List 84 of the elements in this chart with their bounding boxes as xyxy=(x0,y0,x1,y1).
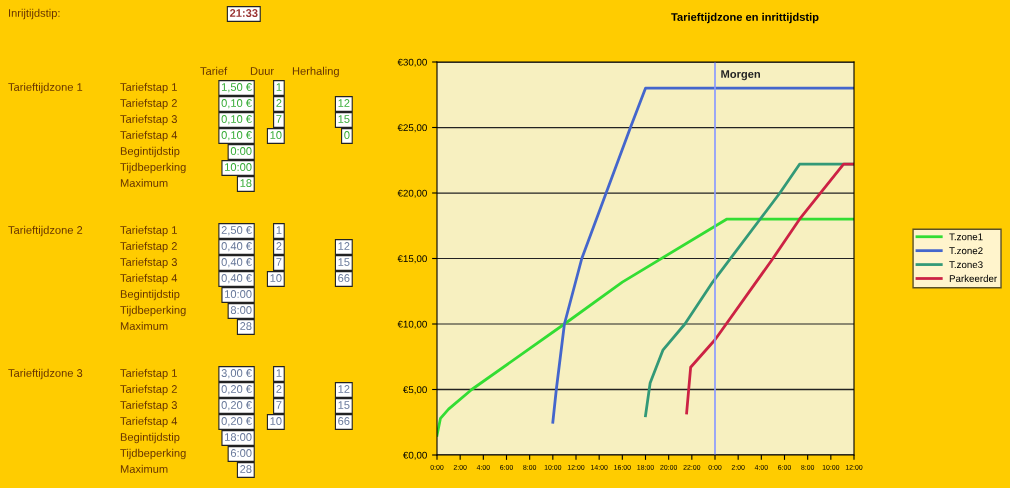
text: 2 xyxy=(276,99,282,107)
y-tick-label: €25,00 xyxy=(397,124,427,133)
text: 0,10 € xyxy=(221,131,252,141)
y-tick-label: €10,00 xyxy=(397,320,427,329)
text: Tariefstap 4 xyxy=(120,416,178,428)
legend-label: T.zone2 xyxy=(949,247,983,255)
chart-title: Tarieftijdzone en inrittijdstip xyxy=(671,12,819,24)
text: Tariefstap 1 xyxy=(120,82,177,94)
y-tick-label: €0,00 xyxy=(403,451,427,460)
text: Tariefstap 4 xyxy=(120,130,178,142)
text: Inrijtijdstip: xyxy=(9,8,60,20)
ref-line-label: Morgen xyxy=(721,70,760,81)
text: 12 xyxy=(338,242,350,250)
text: 7 xyxy=(276,115,282,123)
text: Tarieftijdzone 3 xyxy=(8,368,83,380)
text: Tarief xyxy=(200,66,228,75)
y-tick-label: €20,00 xyxy=(397,189,427,198)
text: Duur xyxy=(250,67,274,75)
text: 0,40 € xyxy=(221,274,252,284)
text: 15 xyxy=(338,115,350,123)
text: Maximum xyxy=(120,321,168,330)
text: 0,20 € xyxy=(221,401,252,411)
text: Maximum xyxy=(120,178,168,187)
text: Tariefstap 1 xyxy=(120,225,177,237)
text: Tariefstap 3 xyxy=(120,257,177,269)
text: Tijdbeperking xyxy=(120,305,186,317)
text: 12 xyxy=(338,385,350,393)
text: 2 xyxy=(276,242,282,250)
text: 2 xyxy=(276,385,282,393)
text: 1 xyxy=(276,226,282,234)
text: 1,50 € xyxy=(221,83,252,93)
text: Tariefstap 1 xyxy=(120,368,177,380)
text: 7 xyxy=(276,258,282,266)
text: 10:00 xyxy=(225,163,252,171)
text: 18:00 xyxy=(225,433,252,441)
text: Tariefstap 3 xyxy=(120,400,177,412)
text: 10 xyxy=(270,274,282,282)
text: 18 xyxy=(240,179,252,187)
text: Begintijdstip xyxy=(120,146,180,158)
y-tick-label: €15,00 xyxy=(397,255,427,264)
text: Begintijdstip xyxy=(120,432,180,444)
text: Tariefstap 4 xyxy=(120,273,178,285)
text: 15 xyxy=(338,258,350,266)
text: 10:00 xyxy=(225,290,252,298)
text: Tariefstap 2 xyxy=(120,384,177,396)
text: Herhaling xyxy=(292,66,339,78)
text: 0,40 € xyxy=(221,258,252,268)
text: 0 xyxy=(344,131,350,139)
text: 15 xyxy=(338,401,350,409)
text: 66 xyxy=(338,417,350,425)
text: 7 xyxy=(276,401,282,409)
legend-label: Parkeerder xyxy=(949,274,997,282)
text: 21:33 xyxy=(229,9,258,17)
text: 12 xyxy=(338,99,350,107)
legend-label: T.zone3 xyxy=(949,261,983,269)
text: 10 xyxy=(270,417,282,425)
text: 1 xyxy=(276,369,282,377)
text: Tariefstap 3 xyxy=(120,114,177,126)
text: 1 xyxy=(276,83,282,91)
text: Tarieftijdzone 1 xyxy=(8,82,83,94)
text: 66 xyxy=(338,274,350,282)
y-tick-label: €30,00 xyxy=(397,58,427,67)
text: Maximum xyxy=(120,464,168,473)
y-tick-label: €5,00 xyxy=(403,386,427,395)
text: 0,40 € xyxy=(221,242,252,252)
text: Tariefstap 2 xyxy=(120,98,177,110)
text: 10 xyxy=(270,131,282,139)
text: 0,20 € xyxy=(221,385,252,395)
text: 3,00 € xyxy=(221,369,252,379)
text: 28 xyxy=(240,465,252,473)
text: 0,20 € xyxy=(221,417,252,427)
text: 28 xyxy=(240,322,252,330)
text: 8:00 xyxy=(230,306,252,314)
text: 2,50 € xyxy=(221,226,252,236)
text: Tarieftijdzone 2 xyxy=(8,225,83,237)
text: 6:00 xyxy=(230,449,252,457)
text: 0:00 xyxy=(230,147,252,155)
text: Tijdbeperking xyxy=(120,162,186,174)
text: 0,10 € xyxy=(221,115,252,125)
text: Tijdbeperking xyxy=(120,448,186,460)
text: Begintijdstip xyxy=(120,289,180,301)
legend-label: T.zone1 xyxy=(949,233,983,241)
text: Tariefstap 2 xyxy=(120,241,177,253)
text: 0,10 € xyxy=(221,99,252,109)
